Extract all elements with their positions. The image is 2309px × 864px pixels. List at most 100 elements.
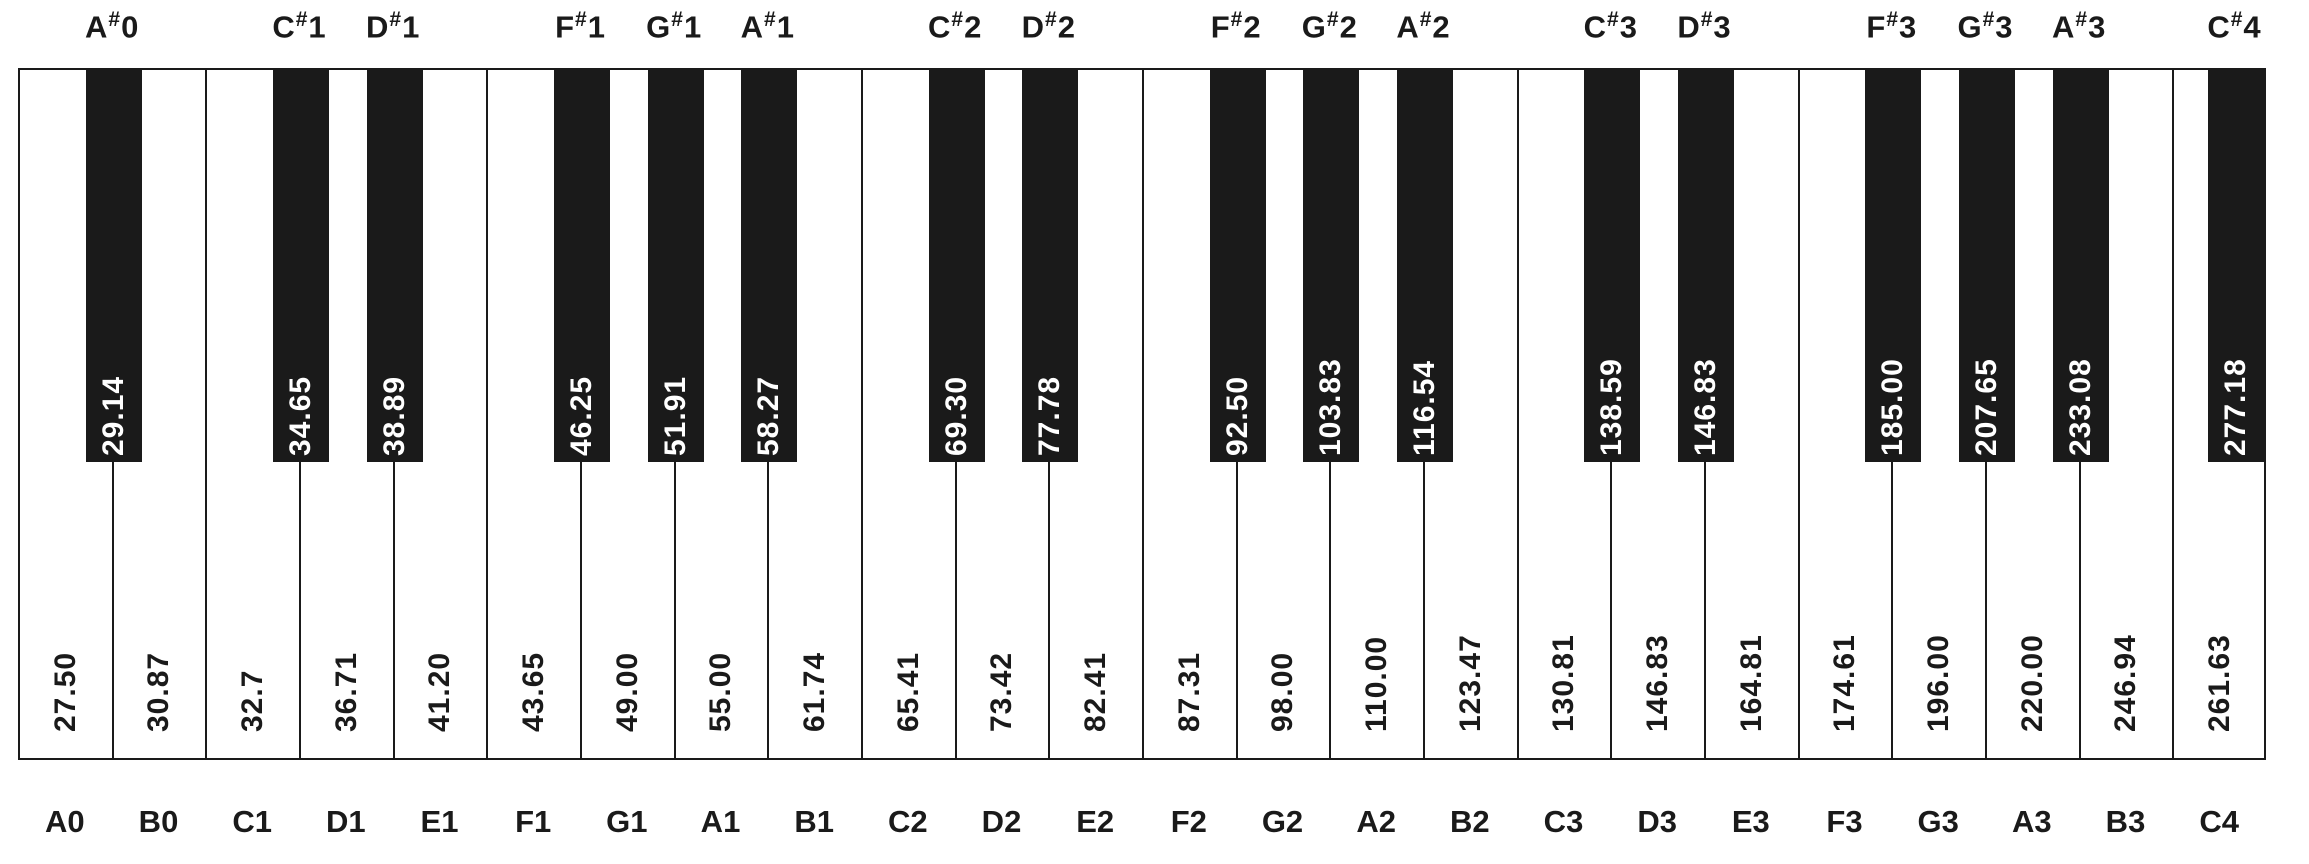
sharp-note-octave: 2 (1432, 9, 1450, 45)
sharp-note-label: G#2 (1302, 8, 1357, 45)
white-key-frequency: 130.81 (1547, 634, 1581, 732)
sharp-note-letter: G (1957, 9, 1982, 45)
sharp-note-label: C#4 (2207, 8, 2260, 45)
white-key-e2[interactable]: 82.41 (1050, 70, 1144, 758)
white-key-b3[interactable]: 246.94 (2081, 70, 2175, 758)
white-note-label: C3 (1543, 804, 1584, 839)
sharp-note-octave: 3 (1619, 9, 1637, 45)
white-note-label: C4 (2199, 804, 2239, 839)
white-key-frequency: 146.83 (1641, 634, 1675, 732)
black-key-c-sharp-4[interactable]: 277.18 (2208, 70, 2264, 462)
white-note-label: D1 (326, 804, 366, 839)
black-key-c-sharp-2[interactable]: 69.30 (928, 70, 985, 462)
sharp-note-octave: 0 (121, 9, 139, 45)
sharp-note-letter: D (365, 9, 389, 45)
white-note-label: G1 (606, 804, 648, 839)
sharp-note-label: D#3 (1677, 8, 1730, 45)
sharp-note-octave: 1 (683, 9, 702, 45)
piano-keyboard: 27.50 30.87 32.7 36.71 41.20 43.65 49.00 55.00 6… (18, 68, 2266, 760)
sharp-note-letter: A (84, 9, 108, 45)
white-key-b1[interactable]: 61.74 (769, 70, 863, 758)
black-key-f-sharp-2[interactable]: 92.50 (1209, 70, 1266, 462)
sharp-note-octave: 2 (1057, 9, 1075, 45)
sharp-note-octave: 3 (2088, 9, 2106, 45)
sharp-note-label: A#1 (741, 8, 794, 45)
black-key-g-sharp-2[interactable]: 103.83 (1303, 70, 1360, 462)
black-key-g-sharp-1[interactable]: 51.91 (647, 70, 704, 462)
sharp-note-octave: 2 (1339, 9, 1357, 45)
white-note-label: A3 (2012, 804, 2052, 839)
white-key-frequency: 43.65 (517, 651, 551, 732)
black-key-d-sharp-2[interactable]: 77.78 (1022, 70, 1079, 462)
black-key-c-sharp-1[interactable]: 34.65 (273, 70, 329, 462)
sharp-note-label: A#2 (1396, 8, 1449, 45)
sharp-symbol: # (1982, 8, 1995, 31)
black-key-frequency: 29.14 (96, 375, 130, 456)
white-key-frequency: 61.74 (798, 651, 832, 732)
white-key-frequency: 30.87 (142, 651, 176, 732)
white-key-frequency: 164.81 (1734, 634, 1768, 732)
white-key-frequency: 220.00 (2015, 634, 2049, 732)
black-key-frequency: 233.08 (2063, 358, 2097, 456)
white-key-frequency: 55.00 (704, 651, 738, 732)
black-key-frequency: 77.78 (1033, 375, 1067, 456)
white-note-label: B3 (2105, 804, 2146, 839)
white-key-b2[interactable]: 123.47 (1425, 70, 1519, 758)
black-key-c-sharp-3[interactable]: 138.59 (1584, 70, 1641, 462)
black-key-frequency: 138.59 (1595, 358, 1629, 456)
black-key-a-sharp-1[interactable]: 58.27 (741, 70, 798, 462)
white-note-label: B2 (1450, 804, 1490, 839)
black-key-frequency: 34.65 (284, 375, 317, 456)
white-key-frequency: 196.00 (1922, 634, 1956, 732)
white-note-label: F2 (1170, 804, 1207, 839)
sharp-symbol: # (295, 8, 308, 31)
sharp-note-octave: 1 (402, 9, 420, 45)
sharp-note-octave: 2 (964, 9, 982, 45)
white-key-e1[interactable]: 41.20 (395, 70, 489, 758)
sharp-symbol: # (2075, 8, 2088, 31)
white-key-frequency: 73.42 (985, 651, 1019, 732)
white-key-frequency: 261.63 (2203, 634, 2237, 732)
sharp-note-label: G#1 (646, 8, 701, 45)
sharp-note-octave: 1 (776, 9, 794, 45)
black-key-a-sharp-3[interactable]: 233.08 (2052, 70, 2109, 462)
black-key-a-sharp-0[interactable]: 29.14 (85, 70, 142, 462)
sharp-symbol: # (2230, 8, 2243, 31)
sharp-note-label: F#3 (1866, 8, 1916, 45)
white-note-label: E1 (420, 804, 459, 839)
sharp-note-label: C#2 (928, 8, 981, 45)
white-note-label: E3 (1731, 804, 1770, 839)
black-key-d-sharp-3[interactable]: 146.83 (1678, 70, 1734, 462)
black-key-frequency: 103.83 (1314, 358, 1348, 456)
black-key-frequency: 207.65 (1970, 358, 2003, 456)
white-key-b0[interactable]: 30.87 (114, 70, 208, 758)
sharp-note-letter: F (1866, 9, 1886, 45)
sharp-symbol: # (1419, 8, 1432, 31)
sharp-note-letter: C (1583, 9, 1607, 45)
sharp-note-label: D#1 (366, 8, 419, 45)
sharp-note-letter: C (272, 9, 295, 45)
white-note-label: G3 (1917, 804, 1959, 839)
sharp-note-label: A#0 (85, 8, 138, 45)
white-note-label: B0 (138, 804, 179, 839)
black-key-a-sharp-2[interactable]: 116.54 (1397, 70, 1453, 462)
sharp-note-label: C#1 (272, 8, 325, 45)
black-key-d-sharp-1[interactable]: 38.89 (366, 70, 423, 462)
white-key-e3[interactable]: 164.81 (1706, 70, 1800, 758)
sharp-note-label: F#1 (555, 8, 605, 45)
black-key-frequency: 92.50 (1220, 375, 1254, 456)
sharp-note-letter: G (646, 9, 671, 45)
sharp-note-octave: 1 (308, 9, 326, 45)
sharp-note-label: D#2 (1022, 8, 1075, 45)
white-note-label: A2 (1356, 804, 1396, 839)
white-key-frequency: 82.41 (1079, 651, 1113, 732)
sharp-note-letter: A (1396, 9, 1419, 45)
black-key-g-sharp-3[interactable]: 207.65 (1959, 70, 2015, 462)
sharp-note-octave: 3 (1713, 9, 1731, 45)
black-key-f-sharp-1[interactable]: 46.25 (554, 70, 610, 462)
white-note-label: C1 (232, 804, 272, 839)
white-key-frequency: 98.00 (1266, 651, 1300, 732)
sharp-note-letter: A (2051, 9, 2075, 45)
black-key-f-sharp-3[interactable]: 185.00 (1865, 70, 1922, 462)
black-key-frequency: 58.27 (752, 375, 786, 456)
